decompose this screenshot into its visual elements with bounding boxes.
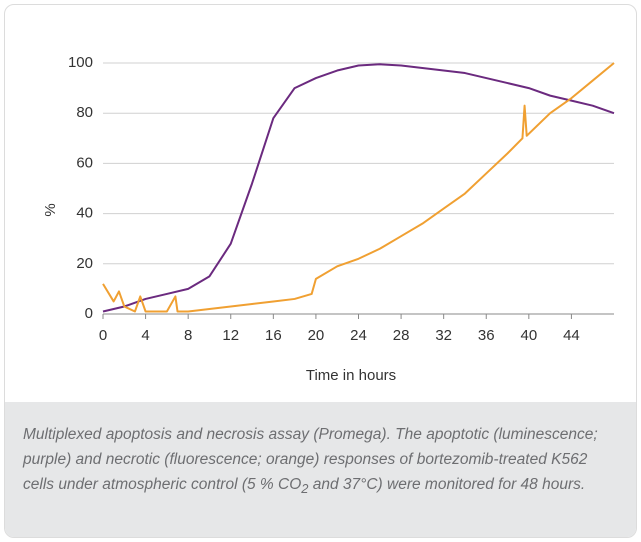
x-tick-label: 0 [99,327,107,344]
chart: % Time in hours 0 20 40 60 80 100 0 4 8 12 16 20 24 2… [42,54,615,384]
y-tick-label: 60 [76,154,93,171]
y-tick-label: 80 [76,104,93,121]
x-tick-label: 36 [478,327,495,344]
x-tick-label: 12 [222,327,239,344]
caption: Multiplexed apoptosis and necrosis assay… [5,402,636,537]
y-tick-label: 0 [85,305,93,322]
data-line [102,63,615,313]
x-tick-label: 20 [308,327,325,344]
x-tick-label: 16 [265,327,282,344]
x-tick-label: 44 [563,327,580,344]
x-tick-label: 8 [184,327,192,344]
caption-text: and 37°C) were monitored for 48 hours. [308,476,586,493]
y-axis-label: % [42,203,59,216]
x-axis-label: Time in hours [306,367,396,384]
caption-text: Multiplexed apoptosis and necrosis assay… [23,426,598,493]
y-tick-label: 20 [76,255,93,272]
card: % Time in hours 0 20 40 60 80 100 0 4 8 12 16 20 24 2… [4,4,637,538]
y-tick-label: 40 [76,205,93,222]
x-tick-label: 4 [141,327,149,344]
x-tick-label: 28 [393,327,410,344]
x-tick-label: 40 [520,327,537,344]
caption-subscript: 2 [301,481,309,497]
x-tick-label: 32 [435,327,452,344]
y-tick-label: 100 [68,54,93,71]
data-line [102,62,615,313]
x-tick-label: 24 [350,327,367,344]
